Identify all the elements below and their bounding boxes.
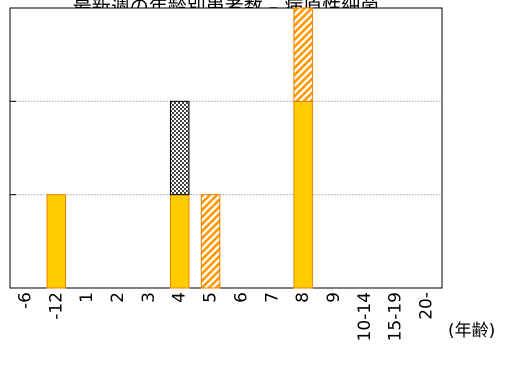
- x-tick-label: 5: [201, 292, 221, 303]
- x-tick-label: 8: [293, 292, 313, 303]
- x-tick-label: -6: [15, 292, 35, 309]
- x-tick-label: 4: [170, 292, 190, 303]
- x-tick-label: 1: [77, 292, 97, 303]
- bar-8-diagonal-hatch: [293, 7, 313, 102]
- x-tick-label: 6: [231, 292, 251, 303]
- x-axis-label: (年齢): [448, 321, 495, 341]
- bar-4-checker: [169, 100, 190, 196]
- x-tick-label: 9: [324, 292, 344, 303]
- bar-4-solid: [169, 194, 190, 289]
- x-tick-label: 7: [262, 292, 282, 303]
- x-tick-label: 10-14: [355, 292, 375, 341]
- x-tick-label: -12: [46, 292, 66, 320]
- bar-5-diagonal-hatch: [200, 194, 221, 289]
- bar--12-solid: [46, 194, 67, 289]
- bar-8-solid: [293, 100, 313, 289]
- x-tick-label: 15-19: [386, 292, 406, 341]
- x-tick-label: 2: [108, 292, 128, 303]
- x-tick-label: 20-: [417, 292, 437, 320]
- x-tick-label: 3: [139, 292, 159, 303]
- plot-frame: [9, 7, 443, 289]
